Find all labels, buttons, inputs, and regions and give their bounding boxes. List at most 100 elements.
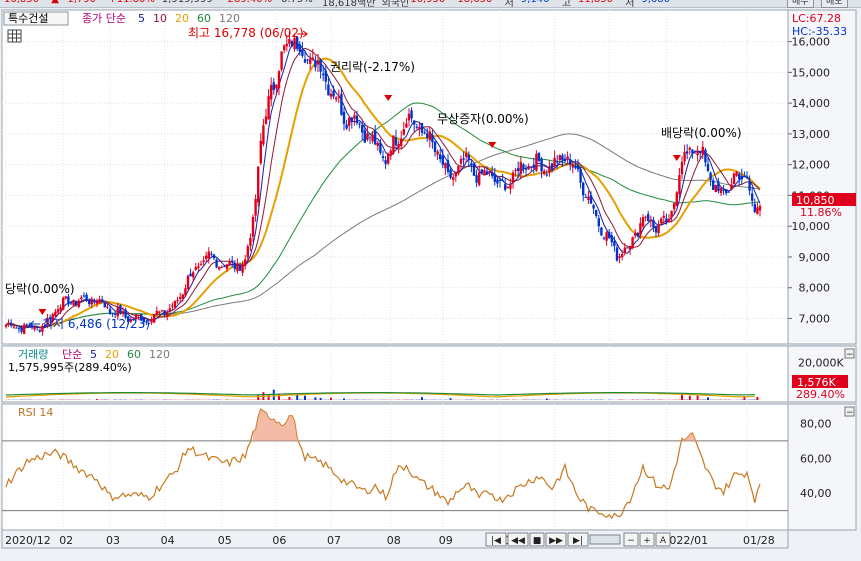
- candle-body: [540, 158, 543, 172]
- candle-body: [106, 306, 109, 308]
- candle-body: [439, 154, 442, 160]
- volume-bar: [330, 397, 332, 400]
- candle-body: [179, 297, 182, 299]
- candle-body: [675, 192, 678, 206]
- volume-ma-legend: 5 20 60 120: [90, 348, 170, 361]
- volume-bar: [296, 394, 299, 400]
- date-tick-label: 04: [161, 534, 175, 547]
- quote-item: 6.75%: [281, 0, 313, 5]
- control-button[interactable]: [623, 532, 639, 547]
- candle-body: [602, 237, 606, 239]
- candle-body: [420, 122, 424, 133]
- candle-body: [12, 326, 15, 328]
- volume-tick-label: 20,000K: [798, 357, 844, 370]
- control-button[interactable]: [529, 532, 545, 547]
- sell-button[interactable]: 매도: [821, 0, 848, 8]
- candle-body: [535, 153, 538, 171]
- candle-body: [210, 253, 213, 255]
- zoom-slider[interactable]: [589, 534, 621, 545]
- chart-controls[interactable]: |◀ ◀◀ ■ ▶▶ ▶| − + A: [485, 532, 671, 547]
- rsi-panel[interactable]: [1, 403, 789, 531]
- candle-body: [452, 177, 455, 180]
- candle-body: [758, 205, 762, 211]
- volume-title: 거래량: [18, 348, 48, 361]
- candle-body: [706, 163, 710, 171]
- candle-body: [418, 126, 421, 130]
- high-marker-head: [302, 30, 309, 38]
- control-button[interactable]: [485, 532, 507, 547]
- control-button[interactable]: [545, 532, 567, 547]
- candle-body: [532, 164, 535, 168]
- candle-body: [480, 169, 483, 173]
- candle-body: [498, 180, 502, 182]
- candle-body: [727, 191, 730, 193]
- candle-body: [465, 153, 468, 157]
- ma-title: 종가 단순: [82, 12, 126, 25]
- volume-panel-toggle[interactable]: [844, 348, 855, 359]
- grid-lines: [2, 10, 788, 530]
- bonus-issue-annotation: 무상증자(0.00%): [437, 112, 529, 126]
- candle-body: [85, 294, 88, 301]
- candle-body: [288, 39, 291, 44]
- candle-body: [639, 223, 642, 235]
- stock-chart[interactable]: 7,0008,0009,00010,00011,00012,00013,0001…: [0, 7, 861, 561]
- candle-body: [454, 172, 457, 177]
- candle-body: [238, 264, 242, 271]
- price-tick-label: 8,000: [799, 282, 831, 295]
- control-button[interactable]: [639, 532, 655, 547]
- control-button[interactable]: [507, 532, 529, 547]
- candle-body: [267, 96, 270, 119]
- candle-body: [652, 219, 655, 228]
- candle-body: [597, 218, 600, 227]
- candle-body: [415, 126, 418, 128]
- candle-body: [254, 198, 257, 216]
- candle-body: [553, 157, 556, 167]
- volume-ma-period-label: 5: [90, 348, 97, 361]
- rsi-panel-toggle[interactable]: [844, 406, 855, 417]
- candle-body: [537, 152, 541, 162]
- quote-item: 외국인: [381, 0, 410, 8]
- volume-bar: [756, 397, 759, 400]
- price-tick-label: 14,000: [792, 97, 831, 110]
- candle-body: [543, 170, 546, 175]
- date-tick-label: 01/28: [743, 534, 775, 547]
- buy-button[interactable]: 매수: [787, 0, 814, 8]
- candle-body: [621, 254, 624, 258]
- candle-body: [95, 301, 99, 304]
- candle-body: [20, 327, 23, 332]
- candle-body: [576, 164, 580, 170]
- grid-icon[interactable]: [7, 29, 22, 43]
- rsi-title: RSI 14: [18, 406, 53, 419]
- candle-body: [558, 155, 561, 161]
- candle-body: [257, 166, 260, 203]
- candle-body: [459, 159, 463, 164]
- candle-body: [462, 158, 465, 160]
- candle-body: [158, 311, 161, 314]
- current-price-label: 10,850: [796, 194, 835, 207]
- candle-body: [121, 311, 125, 314]
- candle-body: [634, 232, 637, 236]
- candle-body: [241, 264, 244, 273]
- candle-body: [376, 143, 379, 146]
- stock-name-box[interactable]: [3, 11, 69, 26]
- candle-body: [225, 264, 229, 269]
- candle-body: [101, 299, 104, 303]
- control-button[interactable]: [567, 532, 589, 547]
- control-button-label: ▶|: [573, 536, 583, 546]
- candle-body: [207, 251, 210, 259]
- candle-body: [363, 130, 366, 143]
- candle-body: [509, 183, 512, 190]
- control-button[interactable]: [655, 532, 671, 547]
- current-price-tag: [792, 193, 856, 206]
- ex-dividend-left-annotation: 당락(0.00%): [5, 282, 75, 296]
- volume-ma-period-label: 120: [149, 348, 170, 361]
- volume-bar: [696, 395, 699, 400]
- candle-body: [491, 173, 494, 177]
- candle-body: [69, 302, 73, 304]
- price-panel[interactable]: [1, 9, 789, 345]
- candle-body: [522, 164, 525, 170]
- candle-body: [641, 217, 645, 227]
- candle-body: [579, 168, 582, 183]
- price-axis-area: [787, 9, 857, 345]
- candle-body: [740, 175, 743, 180]
